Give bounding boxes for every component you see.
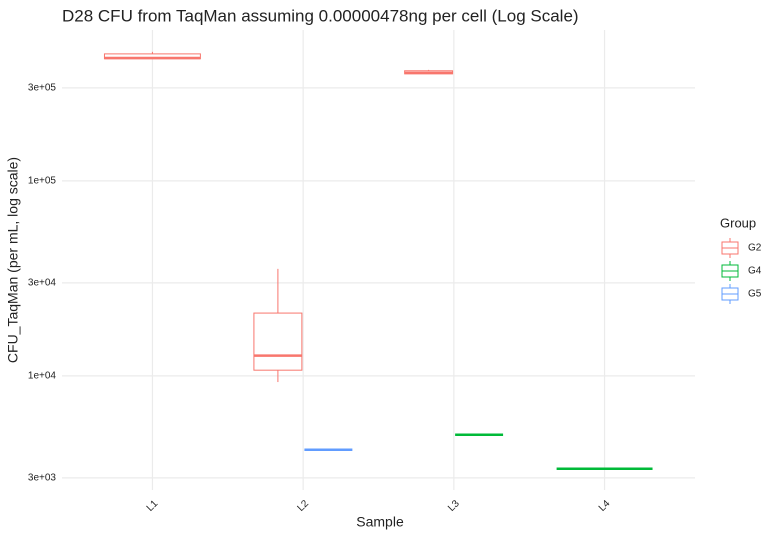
y-tick-label: 1e+04 bbox=[28, 371, 57, 382]
y-tick-label: 3e+04 bbox=[28, 278, 57, 289]
y-tick-label: 1e+05 bbox=[28, 176, 57, 187]
x-tick-label: L4 bbox=[597, 498, 613, 514]
legend-title: Group bbox=[720, 215, 756, 230]
x-tick-label: L1 bbox=[145, 498, 161, 514]
box bbox=[253, 312, 303, 371]
legend-label: G4 bbox=[748, 266, 762, 277]
y-tick-label: 3e+03 bbox=[28, 473, 57, 484]
y-tick-label: 3e+05 bbox=[28, 82, 57, 93]
y-axis-label: CFU_TaqMan (per mL, log scale) bbox=[5, 157, 21, 363]
x-tick-label: L2 bbox=[295, 498, 311, 514]
legend-label: G2 bbox=[748, 243, 762, 254]
x-tick-label: L3 bbox=[446, 498, 462, 514]
x-axis-label: Sample bbox=[356, 514, 404, 530]
legend-label: G5 bbox=[748, 289, 762, 300]
chart-title: D28 CFU from TaqMan assuming 0.00000478n… bbox=[62, 6, 579, 25]
